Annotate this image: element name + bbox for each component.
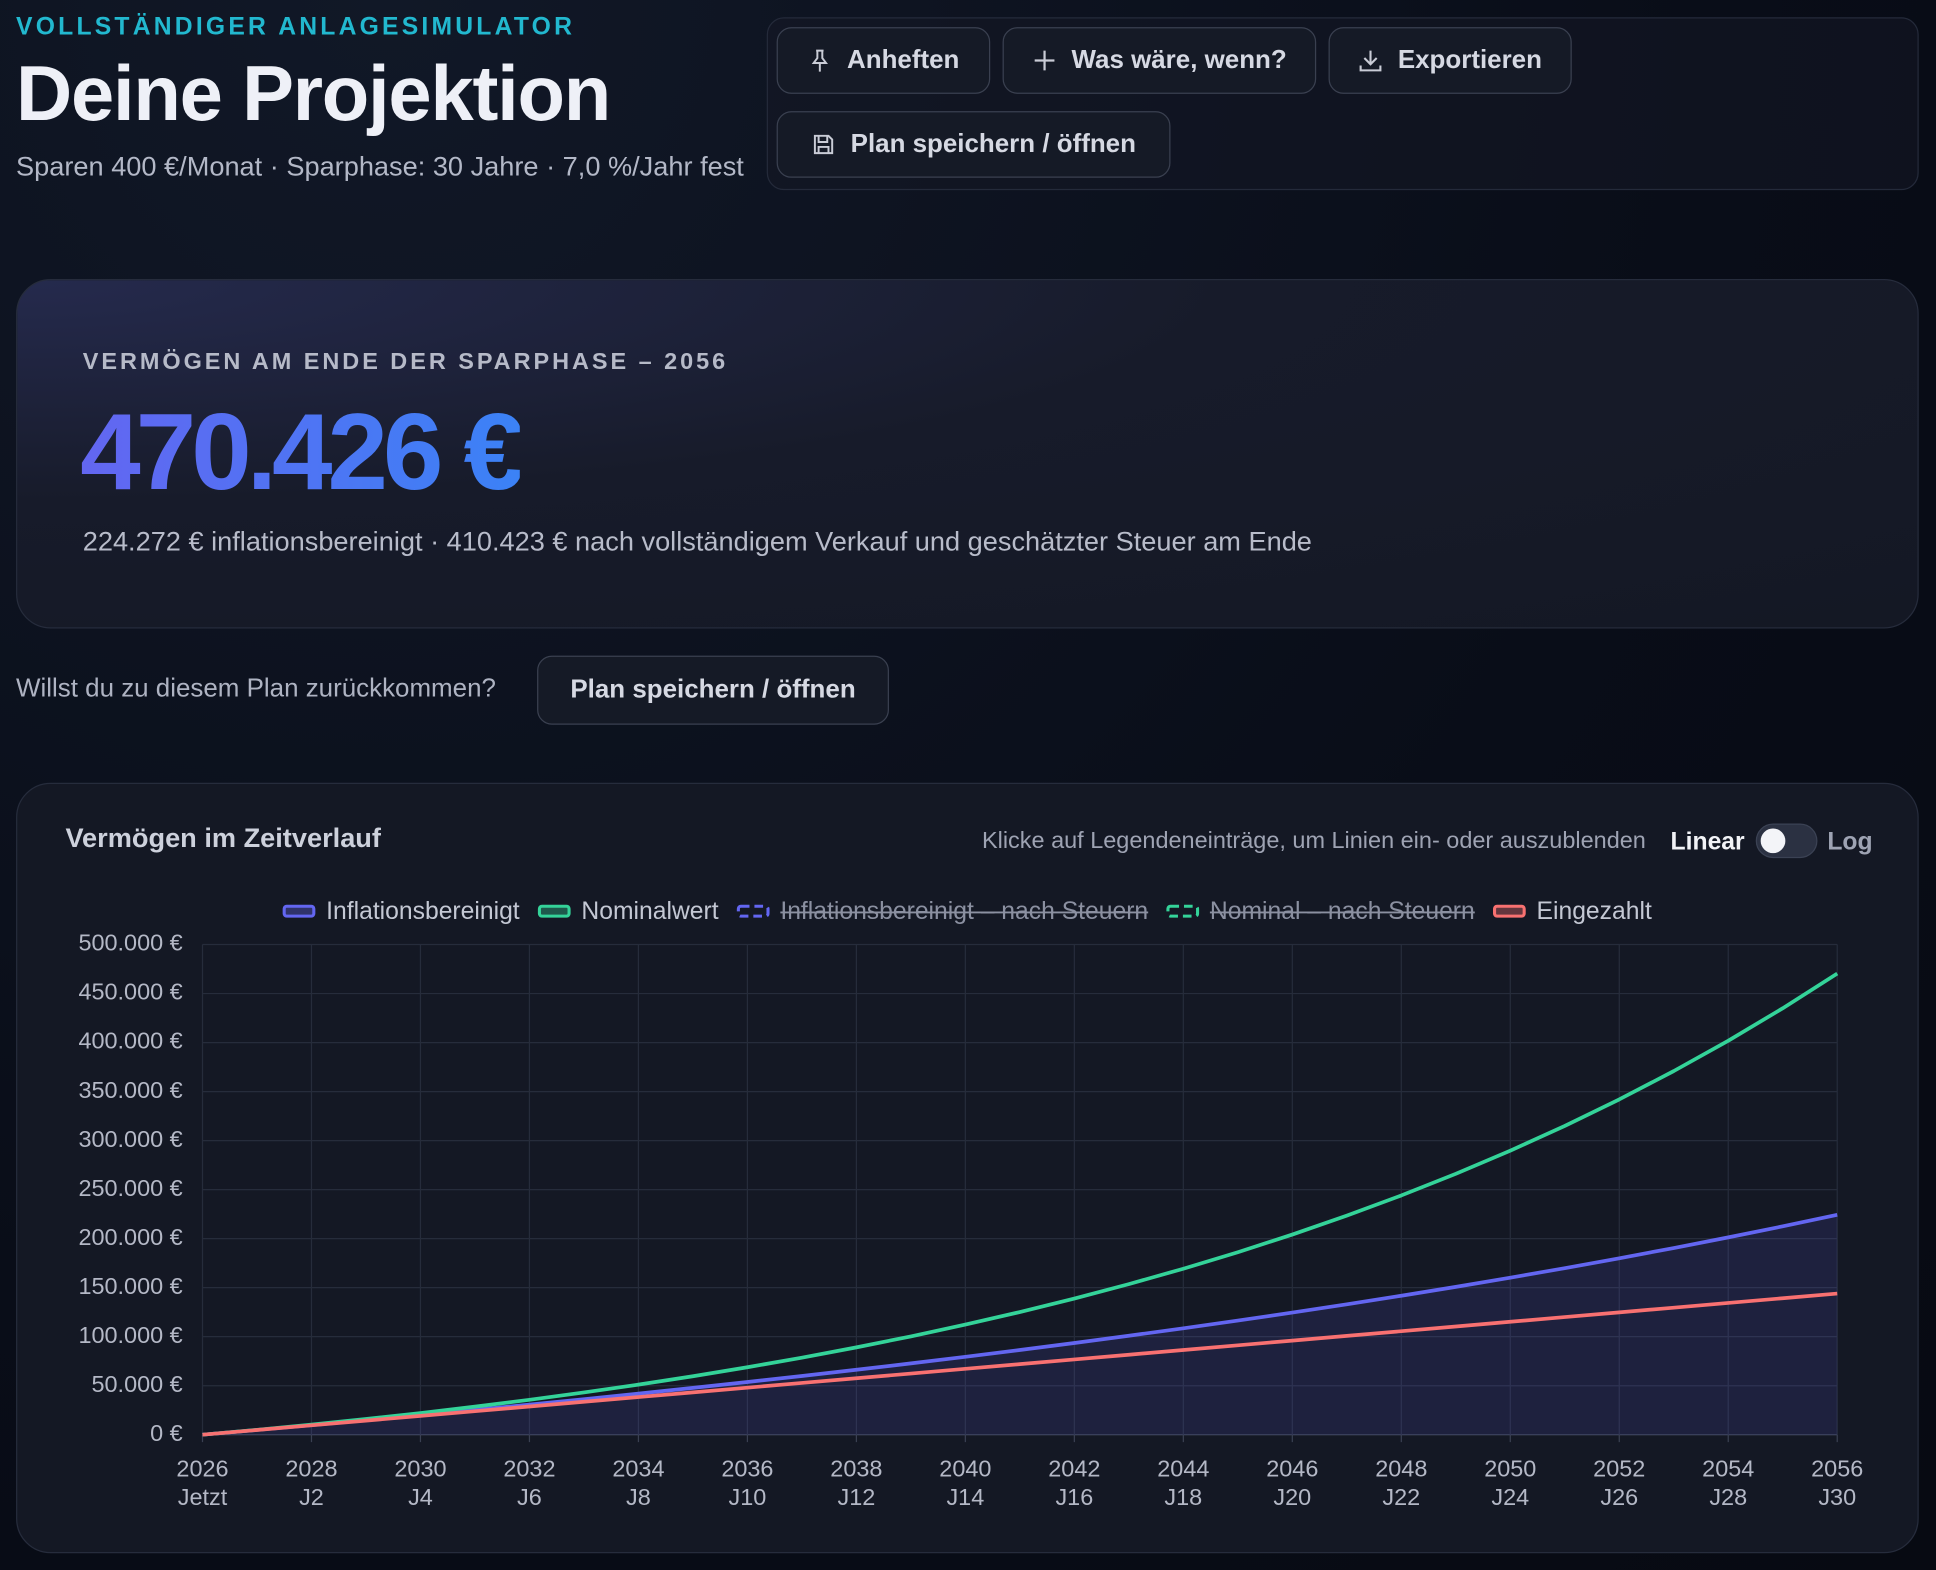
- button-label: Anheften: [847, 45, 960, 75]
- save-prompt: Willst du zu diesem Plan zurückkommen?: [16, 674, 496, 703]
- legend-swatch: [1166, 904, 1200, 918]
- summary-detail: 224.272 € inflationsbereinigt · 410.423 …: [82, 525, 1312, 557]
- legend-item[interactable]: Eingezahlt: [1492, 898, 1652, 925]
- button-label: Plan speichern / öffnen: [570, 675, 856, 704]
- y-tick-label: 450.000 €: [78, 979, 182, 1005]
- x-tick-sublabel: J8: [626, 1484, 651, 1510]
- x-tick-sublabel: J16: [1055, 1484, 1093, 1510]
- legend: Inflationsbereinigt Nominalwert Inflations…: [282, 898, 1652, 925]
- x-tick-label: 2040: [939, 1456, 991, 1482]
- x-tick-sublabel: J12: [837, 1484, 875, 1510]
- x-tick-label: 2036: [721, 1456, 773, 1482]
- x-tick-label: 2044: [1157, 1456, 1209, 1482]
- x-tick-sublabel: J28: [1709, 1484, 1747, 1510]
- x-tick-label: 2050: [1484, 1456, 1536, 1482]
- line: [202, 1291, 1838, 1437]
- x-tick-label: 2028: [285, 1456, 337, 1482]
- y-tick-label: 150.000 €: [78, 1273, 182, 1299]
- x-tick-label: 2042: [1048, 1456, 1100, 1482]
- x-tick-label: 2046: [1266, 1456, 1318, 1482]
- x-tick-sublabel: J24: [1491, 1484, 1529, 1510]
- x-tick-label: 2056: [1811, 1456, 1863, 1482]
- x-tick-sublabel: J2: [299, 1484, 324, 1510]
- x-tick-label: 2054: [1702, 1456, 1754, 1482]
- summary-label: VERMÖGEN AM ENDE DER SPARPHASE – 2056: [82, 349, 729, 376]
- chart-title: Vermögen im Zeitverlauf: [65, 822, 381, 854]
- button-label: Plan speichern / öffnen: [850, 129, 1136, 159]
- scale-option[interactable]: Log: [1827, 828, 1873, 856]
- x-tick-sublabel: J6: [517, 1484, 542, 1510]
- legend-swatch: [537, 904, 571, 918]
- page-title: Deine Projektion: [16, 50, 611, 138]
- x-tick-label: 2026: [176, 1456, 228, 1482]
- eyebrow: VOLLSTÄNDIGER ANLAGESIMULATOR: [16, 13, 576, 41]
- legend-label: Nominalwert: [581, 898, 718, 925]
- legend-item[interactable]: Inflationsbereinigt: [282, 898, 520, 925]
- x-tick-sublabel: J20: [1273, 1484, 1311, 1510]
- save-open-button[interactable]: Plan speichern / öffnen: [537, 655, 889, 725]
- legend-item[interactable]: Inflationsbereinigt – nach Steuern: [736, 898, 1148, 925]
- legend-label: Inflationsbereinigt – nach Steuern: [780, 898, 1148, 925]
- export-button[interactable]: Exportieren: [1328, 27, 1572, 94]
- legend-label: Nominal – nach Steuern: [1210, 898, 1475, 925]
- x-tick-sublabel: Jetzt: [178, 1484, 228, 1510]
- x-tick-sublabel: J14: [946, 1484, 984, 1510]
- subtitle: Sparen 400 €/Monat · Sparphase: 30 Jahre…: [16, 150, 744, 182]
- x-tick-sublabel: J18: [1164, 1484, 1202, 1510]
- x-tick-sublabel: J22: [1382, 1484, 1420, 1510]
- legend-swatch: [1492, 904, 1526, 918]
- summary-value: 470.426 €: [80, 389, 524, 515]
- chart: 0 € 50.000 € 100.000 € 150.000 € 200.000 € 25…: [78, 898, 1863, 1510]
- x-tick-label: 2030: [394, 1456, 446, 1482]
- x-tick-sublabel: J10: [729, 1484, 767, 1510]
- save-button[interactable]: Plan speichern / öffnen: [776, 111, 1171, 178]
- legend-hint: Klicke auf Legendeneinträge, um Linien e…: [981, 828, 1646, 855]
- x-tick-sublabel: J30: [1818, 1484, 1856, 1510]
- toolbar: Anheften Was wäre, wenn? Exportieren Pla…: [766, 17, 1919, 191]
- y-tick-label: 200.000 €: [78, 1224, 182, 1250]
- legend-label: Inflationsbereinigt: [326, 898, 520, 925]
- x-tick-label: 2032: [503, 1456, 555, 1482]
- what-if-button[interactable]: Was wäre, wenn?: [1002, 27, 1317, 94]
- x-tick-label: 2034: [612, 1456, 664, 1482]
- summary-card: VERMÖGEN AM ENDE DER SPARPHASE – 2056 47…: [16, 279, 1919, 629]
- legend-label: Eingezahlt: [1537, 898, 1652, 925]
- y-tick-label: 500.000 €: [78, 930, 182, 956]
- x-tick-sublabel: J26: [1600, 1484, 1638, 1510]
- pin-icon: [811, 49, 828, 72]
- chart-card: Vermögen im Zeitverlauf Klicke auf Legen…: [16, 782, 1919, 1554]
- y-tick-label: 0 €: [150, 1420, 183, 1446]
- legend-swatch: [736, 904, 770, 918]
- x-tick-sublabel: J4: [408, 1484, 433, 1510]
- legend-item[interactable]: Nominal – nach Steuern: [1166, 898, 1475, 925]
- toggle-knob: [1760, 828, 1786, 854]
- scale-toggle[interactable]: [1755, 823, 1818, 859]
- button-label: Was wäre, wenn?: [1071, 45, 1287, 75]
- download-icon: [1359, 50, 1382, 72]
- y-tick-label: 300.000 €: [78, 1126, 182, 1152]
- x-tick-label: 2038: [830, 1456, 882, 1482]
- y-tick-label: 400.000 €: [78, 1028, 182, 1054]
- save-icon: [813, 134, 834, 155]
- y-tick-label: 100.000 €: [78, 1322, 182, 1348]
- y-tick-label: 350.000 €: [78, 1077, 182, 1103]
- area: [202, 1214, 1838, 1435]
- x-tick-label: 2048: [1375, 1456, 1427, 1482]
- legend-item[interactable]: Nominalwert: [537, 898, 719, 925]
- y-tick-label: 250.000 €: [78, 1175, 182, 1201]
- button-label: Exportieren: [1397, 45, 1542, 75]
- x-tick-label: 2052: [1593, 1456, 1645, 1482]
- plus-icon: [1034, 50, 1055, 71]
- y-tick-label: 50.000 €: [92, 1371, 183, 1397]
- line: [202, 971, 1839, 1437]
- legend-swatch: [282, 904, 316, 918]
- pin-button[interactable]: Anheften: [776, 27, 991, 94]
- scale-option[interactable]: Linear: [1670, 828, 1745, 856]
